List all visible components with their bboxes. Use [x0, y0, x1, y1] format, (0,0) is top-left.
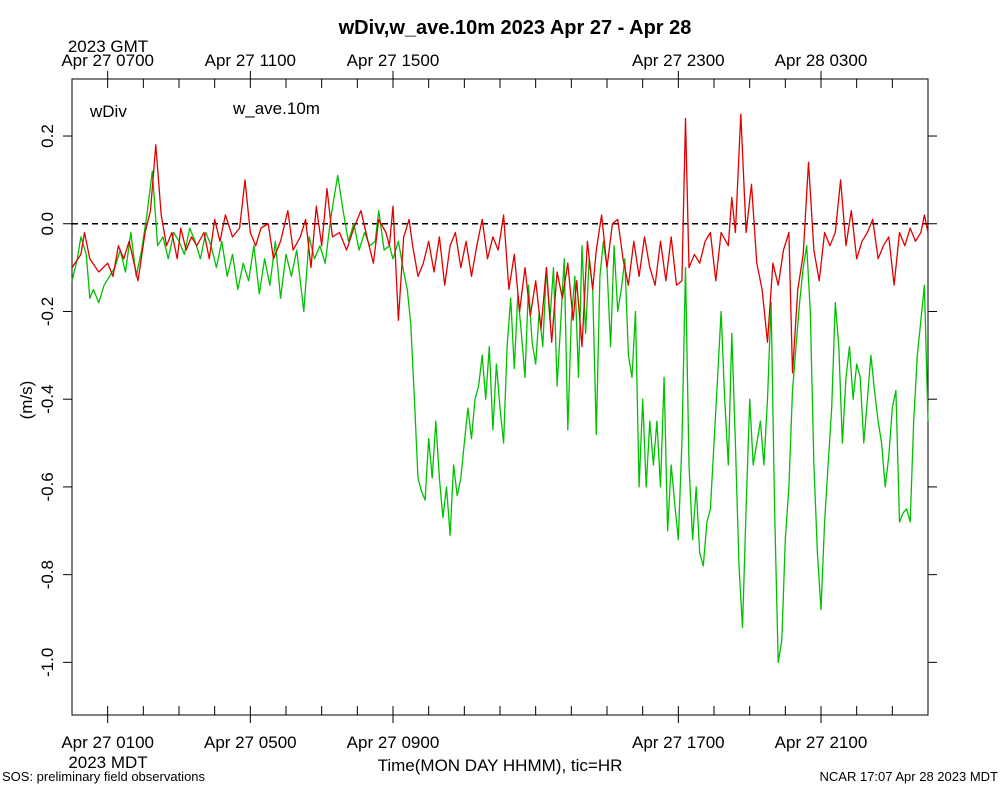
x-tick-label-top: Apr 27 2300 — [632, 51, 725, 70]
plot-frame — [71, 78, 929, 716]
bottom-timezone-label: 2023 MDT — [68, 753, 147, 772]
y-tick-label: 0.0 — [38, 212, 57, 236]
x-tick-label-bottom: Apr 27 0900 — [347, 733, 440, 752]
x-tick-label-bottom: Apr 27 0500 — [204, 733, 297, 752]
footer-right-note: NCAR 17:07 Apr 28 2023 MDT — [820, 769, 999, 784]
x-tick-label-bottom: Apr 27 2100 — [775, 733, 868, 752]
y-axis-label: (m/s) — [17, 381, 36, 420]
y-tick-label: -0.2 — [38, 297, 57, 326]
legend-w-ave-10m: w_ave.10m — [232, 99, 320, 118]
top-timezone-label: 2023 GMT — [68, 37, 148, 56]
y-tick-label: -0.6 — [38, 472, 57, 501]
footer-left-note: SOS: preliminary field observations — [2, 769, 206, 784]
y-tick-label: -0.8 — [38, 560, 57, 589]
y-tick-label: 0.2 — [38, 124, 57, 148]
plot-area: Apr 27 0100 Apr 27 0500 Apr 27 0900 Apr 27 … — [38, 37, 937, 772]
x-tick-label-top: Apr 27 1100 — [205, 51, 296, 70]
legend-wdiv: wDiv — [89, 102, 127, 121]
x-axis-label: Time(MON DAY HHMM), tic=HR — [378, 756, 623, 775]
series-line-w-ave-10m — [71, 170, 929, 664]
x-tick-label-top: Apr 28 0300 — [775, 51, 868, 70]
y-tick-label: -1.0 — [38, 648, 57, 677]
series-line-wdiv — [71, 113, 929, 374]
x-tick-label-bottom: Apr 27 0100 — [61, 733, 154, 752]
x-tick-label-top: Apr 27 0700 — [61, 51, 154, 70]
x-tick-label-top: Apr 27 1500 — [347, 51, 440, 70]
chart-title: wDiv,w_ave.10m 2023 Apr 27 - Apr 28 — [338, 17, 692, 39]
y-tick-label: -0.4 — [38, 385, 57, 414]
x-tick-label-bottom: Apr 27 1700 — [632, 733, 725, 752]
